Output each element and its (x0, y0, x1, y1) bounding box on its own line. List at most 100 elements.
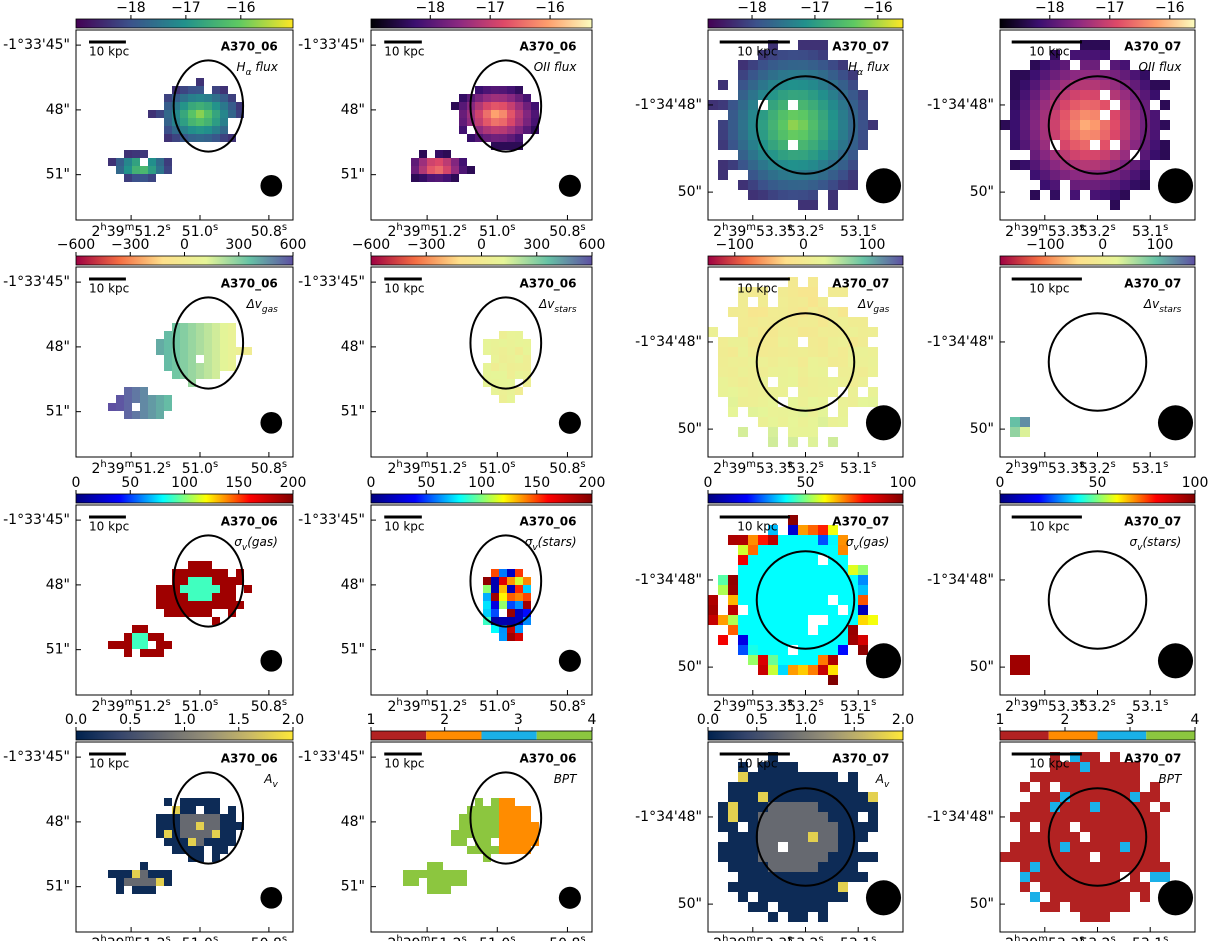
map-pixel (1150, 842, 1160, 852)
quantity-label: σv(gas) (234, 535, 278, 553)
map-pixel (818, 140, 828, 150)
map-pixel (818, 802, 828, 812)
map-pixel (1040, 110, 1050, 120)
map-pixel (188, 585, 196, 593)
map-pixel (140, 387, 148, 395)
map-pixel (1080, 802, 1090, 812)
colorbar-tick-label: 1.0 (173, 712, 195, 728)
text-part: 39 (403, 461, 421, 477)
map-pixel (1030, 772, 1040, 782)
map-pixel (838, 852, 848, 862)
map-pixel (768, 150, 778, 160)
map-pixel (818, 377, 828, 387)
text-part: 51.2 (134, 936, 165, 941)
map-pixel (1110, 762, 1120, 772)
map-pixel (1100, 812, 1110, 822)
map-pixel (499, 387, 507, 395)
map-pixel (451, 102, 459, 110)
map-pixel (808, 337, 818, 347)
map-pixel (1080, 842, 1090, 852)
map-pixel (748, 130, 758, 140)
map-pixel (828, 70, 838, 80)
map-pixel (868, 397, 878, 407)
quantity-label: σv(stars) (1130, 535, 1182, 553)
map-pixel (1050, 50, 1060, 60)
map-pixel (858, 585, 868, 595)
map-pixel (507, 379, 515, 387)
map-pixel (1150, 832, 1160, 842)
map-pixel (788, 317, 798, 327)
map-pixel (196, 798, 204, 806)
text-part: σ (846, 535, 854, 549)
map-pixel (204, 126, 212, 134)
map-pixel (236, 347, 244, 355)
map-pixel (758, 762, 768, 772)
aperture (469, 771, 543, 865)
map-pixel (1090, 160, 1100, 170)
map-pixel (196, 601, 204, 609)
map-pixel (738, 120, 748, 130)
map-pixel (808, 367, 818, 377)
map-pixel (1060, 150, 1070, 160)
map-pixel (124, 633, 132, 641)
map-pixel (507, 347, 515, 355)
map-pixel (180, 798, 188, 806)
map-pixel (738, 367, 748, 377)
map-pixel (164, 609, 172, 617)
text-part: v (1137, 543, 1143, 553)
map-pixel (1140, 892, 1150, 902)
map-pixel (204, 355, 212, 363)
map-pixel (738, 872, 748, 882)
map-pixel (507, 363, 515, 371)
map-pixel (788, 70, 798, 80)
map-pixel (108, 641, 116, 649)
map-pixel (808, 575, 818, 585)
map-pixel (212, 577, 220, 585)
colorbar-tick-label: 200 (280, 475, 307, 491)
map-pixel (758, 397, 768, 407)
map-pixel (818, 367, 828, 377)
map-pixel (228, 814, 236, 822)
map-pixel (1110, 70, 1120, 80)
map-pixel (768, 575, 778, 585)
x-tick-label: 51.0s (479, 697, 515, 716)
map-pixel (838, 882, 848, 892)
map-pixel (718, 377, 728, 387)
colorbar (708, 19, 903, 28)
map-pixel (818, 180, 828, 190)
map-pixel (483, 339, 491, 347)
map-pixel (1080, 180, 1090, 190)
colorbar-tick-label: 0 (180, 237, 189, 253)
map-pixel (1090, 802, 1100, 812)
map-pixel (778, 822, 788, 832)
map-pixel (156, 403, 164, 411)
text-part: gas (262, 305, 278, 315)
map-pixel (1050, 150, 1060, 160)
map-pixel (1060, 842, 1070, 852)
map-pixel (1110, 200, 1120, 210)
beam (260, 411, 283, 434)
map-pixel (798, 367, 808, 377)
colorbar (371, 494, 592, 503)
map-pixel (1050, 130, 1060, 140)
text-part: 53.3 (1048, 224, 1079, 240)
map-pixel (778, 180, 788, 190)
map-pixel (808, 437, 818, 447)
map-pixel (1090, 120, 1100, 130)
text-part: 53.2 (787, 936, 818, 941)
map-pixel (1090, 60, 1100, 70)
map-pixel (838, 407, 848, 417)
map-pixel (728, 357, 738, 367)
text-part: h (722, 934, 728, 941)
map-pixel (748, 287, 758, 297)
map-pixel (758, 60, 768, 70)
map-pixel (1130, 762, 1140, 772)
map-pixel (164, 593, 172, 601)
map-pixel (1110, 190, 1120, 200)
colorbar-tick-label: 50 (797, 475, 815, 491)
map-pixel (738, 130, 748, 140)
y-tick-label: 51" (341, 642, 365, 658)
map-pixel (491, 814, 499, 822)
map-pixel (1110, 802, 1120, 812)
map-pixel (708, 605, 718, 615)
